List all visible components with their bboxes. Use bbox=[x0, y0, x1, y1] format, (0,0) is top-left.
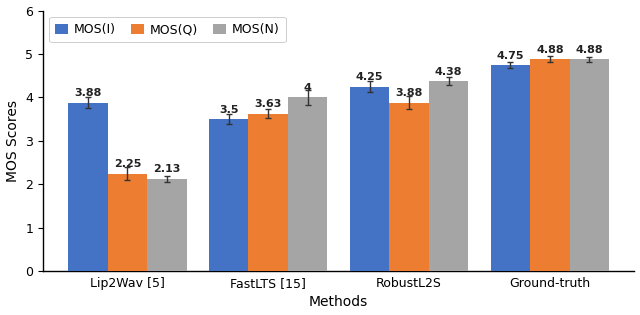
Text: 4: 4 bbox=[304, 83, 312, 93]
Text: 3.63: 3.63 bbox=[255, 99, 282, 109]
Text: 3.5: 3.5 bbox=[219, 105, 239, 115]
Bar bbox=[68, 103, 108, 271]
Bar bbox=[570, 59, 609, 271]
Bar bbox=[288, 97, 328, 271]
Bar bbox=[530, 59, 570, 271]
Bar bbox=[389, 103, 429, 271]
X-axis label: Methods: Methods bbox=[309, 295, 368, 309]
Bar bbox=[491, 65, 530, 271]
Bar bbox=[147, 179, 186, 271]
Bar bbox=[350, 87, 389, 271]
Text: 3.88: 3.88 bbox=[396, 88, 423, 98]
Legend: MOS(I), MOS(Q), MOS(N): MOS(I), MOS(Q), MOS(N) bbox=[49, 17, 286, 42]
Text: 3.88: 3.88 bbox=[74, 88, 102, 98]
Y-axis label: MOS Scores: MOS Scores bbox=[6, 100, 20, 182]
Text: 4.38: 4.38 bbox=[435, 66, 462, 77]
Text: 4.25: 4.25 bbox=[356, 72, 383, 82]
Text: 4.88: 4.88 bbox=[575, 45, 603, 55]
Bar bbox=[209, 119, 248, 271]
Text: 2.13: 2.13 bbox=[153, 164, 180, 175]
Text: 4.75: 4.75 bbox=[497, 50, 524, 60]
Bar bbox=[248, 114, 288, 271]
Text: 2.25: 2.25 bbox=[114, 159, 141, 169]
Bar bbox=[429, 81, 468, 271]
Bar bbox=[108, 174, 147, 271]
Text: 4.88: 4.88 bbox=[536, 45, 564, 55]
